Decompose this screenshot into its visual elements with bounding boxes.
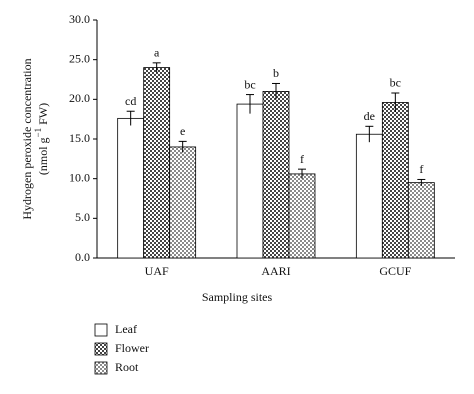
y-label-line: (nmol g−1 FW): [33, 103, 50, 175]
y-label-part: (nmol g: [36, 137, 50, 175]
bar: [381, 102, 409, 259]
y-tick-label: 30.0: [69, 12, 90, 26]
x-tick-label: UAF: [145, 264, 169, 278]
error-bar: [365, 125, 374, 143]
error-bar: [126, 110, 135, 126]
legend-swatch: [94, 361, 108, 375]
x-tick-label: GCUF: [379, 264, 411, 278]
bar: [236, 103, 264, 259]
error-bar: [272, 82, 280, 100]
significance-letter: a: [154, 46, 160, 60]
error-bar: [391, 92, 400, 113]
y-tick-label: 0.0: [75, 250, 90, 264]
bar: [143, 67, 171, 259]
y-tick-label: 15.0: [69, 131, 90, 145]
bar: [169, 146, 197, 259]
error-bar: [417, 178, 426, 186]
x-axis-label: Sampling sites: [202, 290, 273, 304]
y-tick-label: 10.0: [69, 170, 90, 184]
y-tick-label: 25.0: [69, 51, 90, 65]
significance-letter: f: [300, 152, 304, 166]
error-bar: [152, 62, 161, 73]
bar: [407, 182, 435, 259]
x-tick-label: AARI: [261, 264, 290, 278]
error-bar: [246, 94, 254, 114]
y-label-line: Hydrogen peroxide concentration: [20, 58, 34, 219]
y-label-part: FW): [36, 103, 50, 125]
significance-letter: b: [273, 66, 279, 80]
bar: [117, 117, 145, 259]
significance-letter: e: [180, 124, 185, 138]
legend-swatch: [94, 342, 108, 356]
legend-label: Leaf: [115, 322, 137, 336]
bar: [262, 91, 290, 259]
error-bar: [178, 140, 187, 153]
significance-letter: bc: [244, 77, 255, 91]
y-label-sup: −1: [33, 128, 43, 138]
significance-letter: cd: [125, 94, 136, 108]
y-tick-label: 5.0: [75, 210, 90, 224]
legend-swatch: [94, 323, 108, 337]
significance-letter: de: [364, 109, 375, 123]
bar: [288, 173, 316, 259]
significance-letter: f: [419, 162, 423, 176]
y-axis-label: Hydrogen peroxide concentration (nmol g−…: [20, 58, 50, 219]
error-bar: [298, 168, 306, 179]
legend-label: Root: [115, 360, 139, 374]
y-tick-label: 20.0: [69, 91, 90, 105]
significance-letter: bc: [390, 76, 401, 90]
bar: [355, 133, 383, 259]
legend-label: Flower: [115, 341, 149, 355]
